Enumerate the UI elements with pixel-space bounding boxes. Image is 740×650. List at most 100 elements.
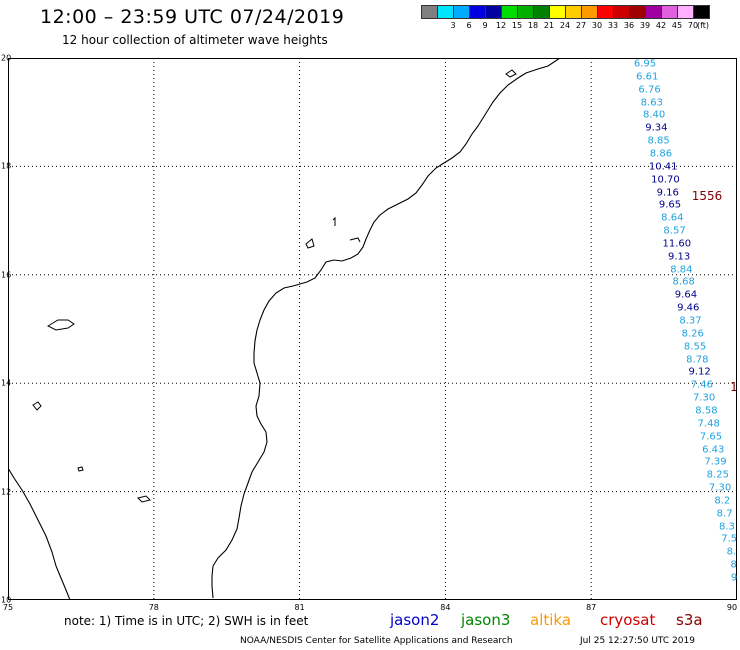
wave-height-value: 8.86 xyxy=(649,148,673,160)
satellite-label: altika xyxy=(530,611,572,629)
longitude-tick-label: 87 xyxy=(586,603,597,612)
legend-swatch xyxy=(549,5,566,19)
wave-height-value: 7.39 xyxy=(704,456,727,468)
wave-height-value: 7.48 xyxy=(697,418,720,430)
wave-height-value: 6.95 xyxy=(633,58,657,70)
longitude-tick-label: 78 xyxy=(148,603,159,612)
map-frame xyxy=(8,58,737,600)
wave-height-value: 9 xyxy=(730,572,738,584)
wave-height-value: 8.26 xyxy=(681,328,704,340)
legend-label: 42 xyxy=(655,21,667,30)
island-small-1 xyxy=(32,401,42,411)
legend-label: 36 xyxy=(623,21,635,30)
latitude-tick-label: 14 xyxy=(1,378,12,388)
legend-swatch xyxy=(597,5,614,19)
wave-height-value: 6.76 xyxy=(638,84,661,96)
legend-swatch xyxy=(501,5,518,19)
longitude-tick-label: 90 xyxy=(726,603,738,612)
island-small-4 xyxy=(305,238,315,249)
legend-swatch xyxy=(453,5,470,19)
latitude-tick-label: 10 xyxy=(1,595,12,605)
satellite-label: jason2 xyxy=(390,611,440,629)
satellite-label: s3a xyxy=(676,611,703,629)
legend-label: 30 xyxy=(591,21,603,30)
wave-height-value: 8.3 xyxy=(718,521,735,533)
wave-height-value: 8. xyxy=(726,546,737,558)
legend-swatch xyxy=(693,5,710,19)
legend-swatch xyxy=(437,5,454,19)
legend-label: 6 xyxy=(466,21,472,30)
wave-height-value: 6.61 xyxy=(636,71,659,83)
legend-label: 70 xyxy=(687,21,699,30)
satellite-label: cryosat xyxy=(600,611,656,629)
wave-height-value: 8.84 xyxy=(670,264,693,276)
legend-label: 9 xyxy=(482,21,488,30)
map-canvas xyxy=(8,58,737,600)
legend-label: 33 xyxy=(607,21,619,30)
legend-swatches xyxy=(421,5,710,19)
legend-swatch xyxy=(581,5,598,19)
legend-labels: 3 6 9 12 15 18 21 24 27 30 33 36 39 42 45 70 (ft) xyxy=(421,21,709,33)
wave-height-value: 9.64 xyxy=(674,289,698,301)
wave-height-value: 8.57 xyxy=(663,225,686,237)
latitude-tick-label: 18 xyxy=(1,161,12,171)
legend-label: 3 xyxy=(450,21,456,30)
wave-height-value: 9.34 xyxy=(645,122,668,134)
legend-swatch xyxy=(421,5,438,19)
legend-label: 18 xyxy=(527,21,539,30)
longitude-tick-label: 84 xyxy=(440,603,451,612)
wave-height-value: 8.40 xyxy=(642,109,666,121)
wave-height-value: 8 xyxy=(730,559,737,571)
wave-height-value: 7.65 xyxy=(699,431,723,443)
legend-label: 12 xyxy=(495,21,507,30)
wave-height-value: 8.25 xyxy=(706,469,729,481)
legend-swatch xyxy=(485,5,502,19)
wave-height-value: 8.58 xyxy=(695,405,718,417)
legend-unit: (ft) xyxy=(696,21,710,30)
wave-height-value: 9.12 xyxy=(688,366,711,378)
island-small-5 xyxy=(332,216,336,226)
coastline-india-west xyxy=(8,467,71,600)
island-small-6 xyxy=(349,237,361,243)
legend-label: 24 xyxy=(559,21,571,30)
longitude-tick-label: 81 xyxy=(294,603,305,612)
coastline-india-east xyxy=(211,58,561,599)
legend-label: 15 xyxy=(511,21,523,30)
wave-height-value: 7.30 xyxy=(693,392,716,404)
longitude-tick-label: 75 xyxy=(2,603,14,612)
legend-label: 21 xyxy=(543,21,555,30)
legend-swatch xyxy=(517,5,534,19)
credit-text: NOAA/NESDIS Center for Satellite Applica… xyxy=(240,636,513,646)
wave-height-value: 8.63 xyxy=(640,97,663,109)
latitude-tick-label: 20 xyxy=(1,53,12,63)
latitude-tick-label: 16 xyxy=(1,270,12,280)
wave-height-value: 8.78 xyxy=(686,354,709,366)
legend-swatch xyxy=(533,5,550,19)
chart-title: 12:00 – 23:59 UTC 07/24/2019 xyxy=(40,6,345,28)
wave-height-value: 9.65 xyxy=(658,199,682,211)
wave-height-value: 8.2 xyxy=(714,495,731,507)
legend-swatch xyxy=(469,5,486,19)
wave-height-value: 7.46 xyxy=(690,379,714,391)
generation-timestamp: Jul 25 12:27:50 UTC 2019 xyxy=(580,636,695,646)
wave-height-value: 9.13 xyxy=(667,251,691,263)
wave-height-value: 8.64 xyxy=(661,212,684,224)
wave-height-value: 6.43 xyxy=(702,444,725,455)
track-id-label: 1556 xyxy=(691,189,723,203)
wave-height-value: 11.60 xyxy=(662,238,692,250)
island-sri-lanka xyxy=(46,319,75,331)
track-id-label: 1 xyxy=(730,380,738,394)
satellite-label: jason3 xyxy=(461,611,511,629)
legend-label: 27 xyxy=(575,21,587,30)
island-small-2 xyxy=(137,495,151,503)
latitude-tick-label: 12 xyxy=(1,487,12,497)
wave-height-value: 7.5 xyxy=(721,533,738,545)
wave-height-value: 8.37 xyxy=(679,315,702,327)
legend-label: 45 xyxy=(671,21,683,30)
island-small-7 xyxy=(505,69,517,78)
footer-note: note: 1) Time is in UTC; 2) SWH is in fe… xyxy=(64,614,309,628)
map-area xyxy=(8,58,737,600)
color-legend: 3 6 9 12 15 18 21 24 27 30 33 36 39 42 45 70 (ft) xyxy=(421,5,710,33)
wave-height-value: 9.16 xyxy=(656,187,679,198)
legend-swatch xyxy=(613,5,630,19)
